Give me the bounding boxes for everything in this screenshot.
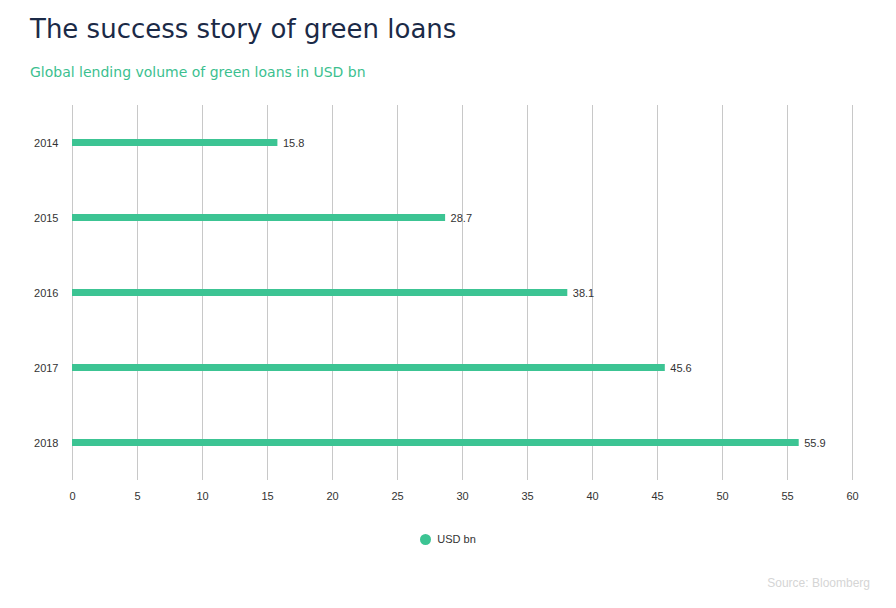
svg-text:35: 35: [521, 490, 533, 502]
svg-text:25: 25: [391, 490, 403, 502]
svg-text:15: 15: [261, 490, 273, 502]
html-text:Source: Bloomberg: Source: Bloomberg: [767, 576, 870, 590]
html-text:The success story of green loa: The success story of green loans: [30, 14, 457, 44]
svg-text:2017: 2017: [34, 362, 58, 374]
svg-text:50: 50: [716, 490, 728, 502]
svg-text:2018: 2018: [34, 437, 58, 449]
svg-text:45.6: 45.6: [670, 362, 691, 374]
svg-text:2016: 2016: [34, 287, 58, 299]
svg-text:45: 45: [651, 490, 663, 502]
svg-text:38.1: 38.1: [573, 287, 594, 299]
svg-text:2014: 2014: [34, 137, 58, 149]
svg-text:2015: 2015: [34, 212, 58, 224]
svg-text:55.9: 55.9: [804, 437, 825, 449]
svg-text:55: 55: [781, 490, 793, 502]
svg-text:10: 10: [196, 490, 208, 502]
html-text:Global lending volume of green: Global lending volume of green loans in …: [30, 64, 366, 80]
svg-text:28.7: 28.7: [451, 212, 472, 224]
svg-text:60: 60: [846, 490, 858, 502]
svg-text:30: 30: [456, 490, 468, 502]
html-text:USD bn: USD bn: [437, 533, 476, 545]
svg-text:40: 40: [586, 490, 598, 502]
svg-text:0: 0: [69, 490, 75, 502]
svg-text:15.8: 15.8: [283, 137, 304, 149]
svg-text:20: 20: [326, 490, 338, 502]
svg-text:5: 5: [134, 490, 140, 502]
